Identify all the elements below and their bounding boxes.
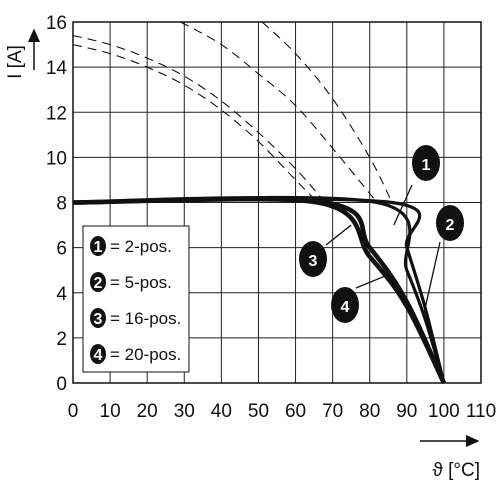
x-tick-label: 20: [137, 401, 158, 422]
x-tick-label: 100: [428, 401, 460, 422]
legend-label: = 5-pos.: [110, 273, 172, 292]
callout-badge-1: [412, 145, 440, 181]
curve-dashed-2: [180, 21, 378, 203]
y-tick-label: 4: [56, 284, 67, 305]
axes: 0 10 20 30 40 50 60 70 80 90 100 1100246810121416I …: [5, 13, 496, 481]
x-tick-label: 70: [322, 401, 343, 422]
curves: [72, 21, 446, 385]
callout-badge-number: 4: [341, 299, 350, 316]
callout-leader-4: [355, 274, 389, 289]
callout-badge-number: 3: [309, 253, 318, 270]
x-tick-label: 10: [100, 401, 121, 422]
legend-badge-number: 3: [94, 311, 103, 328]
x-tick-label: 50: [248, 401, 269, 422]
y-tick-label: 16: [46, 13, 67, 34]
curve-dashed-1: [261, 21, 393, 203]
callout-leader-2: [422, 241, 441, 316]
y-tick-label: 8: [56, 194, 67, 215]
callout-badge-number: 1: [422, 157, 431, 174]
callout-badge-3: [299, 241, 327, 277]
callout-leader-1: [393, 184, 413, 226]
x-tick-label: 80: [359, 401, 380, 422]
curve-dashed-3: [72, 34, 326, 203]
legend-badge-number: 1: [94, 239, 103, 256]
curve-callouts: 1 2 3 4: [299, 145, 464, 323]
callout-badge-number: 2: [446, 217, 455, 234]
legend-badge-1: [90, 236, 106, 256]
y-tick-label: 2: [56, 329, 67, 350]
x-tick-label: 110: [466, 401, 496, 422]
y-tick-label: 6: [56, 239, 67, 260]
callout-badge-4: [331, 287, 359, 323]
legend-label: = 20-pos.: [110, 345, 181, 364]
y-axis-label: I [A]: [5, 45, 26, 79]
legend-badge-number: 4: [94, 347, 103, 364]
legend-badge-number: 2: [94, 275, 103, 292]
legend-badge-2: [90, 272, 106, 292]
x-tick-label: 60: [285, 401, 306, 422]
legend-label: = 16-pos.: [110, 309, 181, 328]
callout-leader-3: [325, 224, 352, 246]
x-tick-label: 40: [211, 401, 232, 422]
y-tick-label: 12: [46, 103, 67, 124]
legend: 1 = 2-pos. 2 = 5-pos. 3 = 16-pos. 4 = 20-pos.: [82, 225, 190, 373]
x-tick-label: 30: [174, 401, 195, 422]
y-tick-label: 0: [56, 374, 67, 395]
curve-dashed-4: [72, 44, 319, 203]
callout-badge-2: [436, 205, 464, 241]
x-tick-label: 90: [396, 401, 417, 422]
grid: [72, 21, 482, 384]
y-tick-label: 10: [46, 148, 67, 169]
y-tick-label: 14: [46, 58, 68, 79]
legend-badge-3: [90, 308, 106, 328]
legend-label: = 2-pos.: [110, 237, 172, 256]
legend-badge-4: [90, 344, 106, 364]
curve-series-4: [72, 196, 446, 385]
x-tick-label: 0: [68, 401, 79, 422]
x-axis-label: ϑ [°C]: [432, 460, 480, 481]
